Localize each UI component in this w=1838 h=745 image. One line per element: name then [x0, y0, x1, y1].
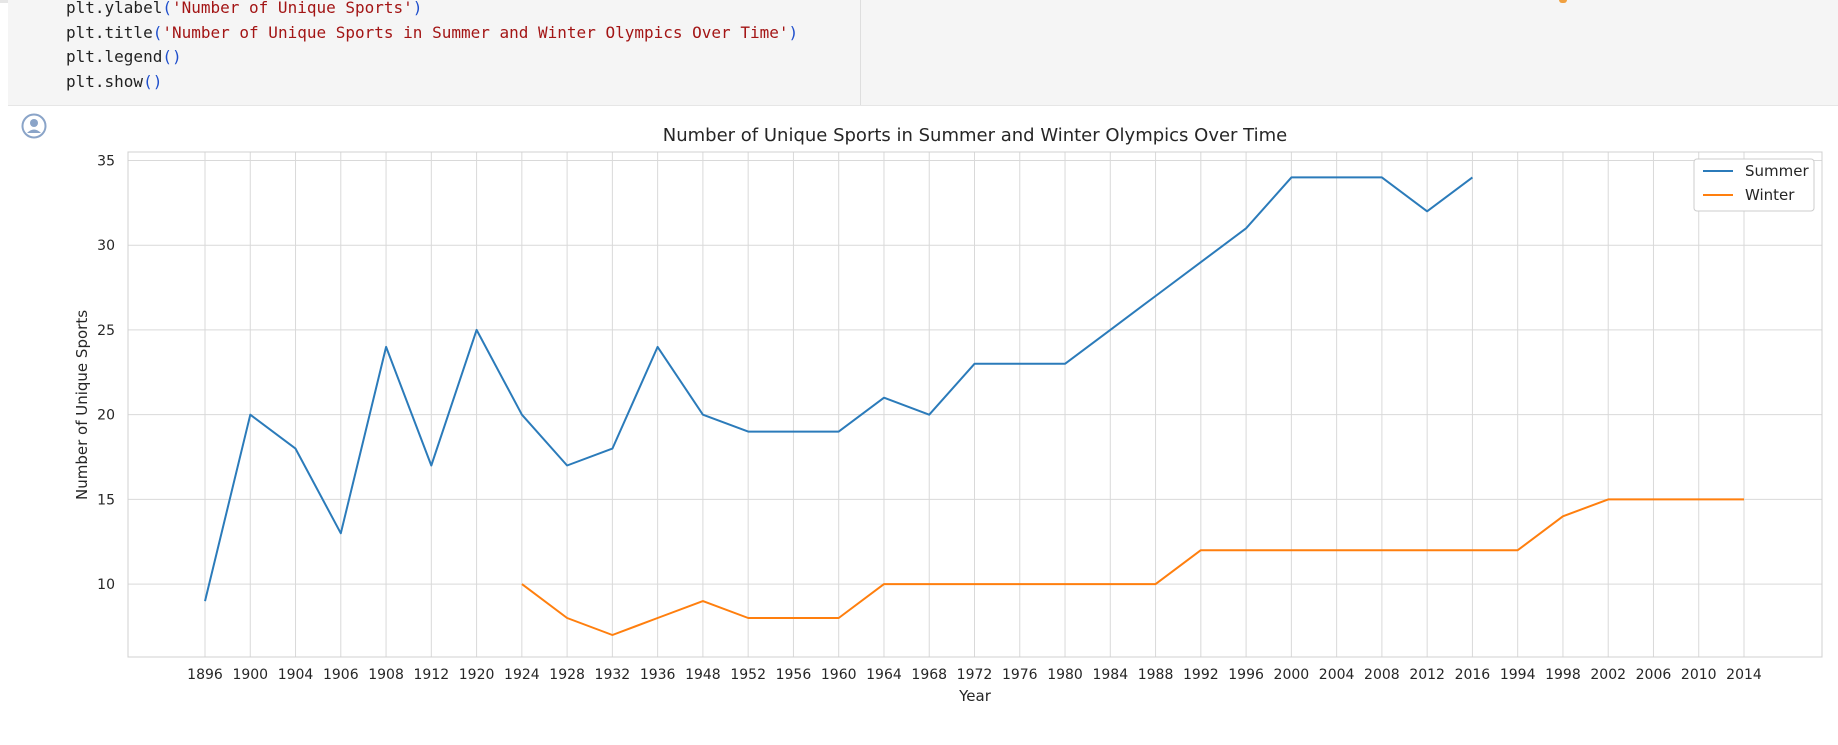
- legend-label-winter: Winter: [1745, 186, 1795, 204]
- y-tick-label: 30: [97, 238, 115, 254]
- code-line: plt.ylabel('Number of Unique Sports'): [66, 0, 798, 21]
- code-editor[interactable]: plt.ylabel('Number of Unique Sports') plt…: [66, 0, 798, 94]
- plot-frame: [127, 151, 1823, 658]
- line-chart: 10 15 20 25 30 35 1896 1900 1904 1906 1908 1912 1920…: [73, 125, 1823, 705]
- x-tick-label: 1980: [1047, 667, 1083, 683]
- code-token: (: [152, 22, 163, 42]
- status-indicator: [1559, 0, 1567, 3]
- legend: Summer Winter: [1693, 158, 1815, 212]
- x-tick-label: 1956: [776, 667, 812, 683]
- x-tick-label: 1994: [1500, 667, 1536, 683]
- code-token: ): [412, 0, 423, 17]
- x-tick-label: 1948: [685, 667, 721, 683]
- x-tick-label: 1904: [278, 667, 314, 683]
- code-token: 'Number of Unique Sports': [171, 0, 413, 17]
- code-line: plt.show(): [66, 70, 798, 95]
- legend-label-summer: Summer: [1745, 162, 1809, 180]
- y-tick-label: 35: [97, 153, 115, 169]
- x-tick-label: 2000: [1274, 667, 1310, 683]
- x-tick-label: 1964: [866, 667, 902, 683]
- x-tick-label: 1952: [730, 667, 766, 683]
- series-line-winter: [521, 498, 1744, 636]
- x-tick-label: 1924: [504, 667, 540, 683]
- code-token: ): [788, 22, 799, 42]
- x-tick-label: 1900: [232, 667, 268, 683]
- x-tick-label: 1932: [595, 667, 631, 683]
- x-tick-label: 2010: [1681, 667, 1717, 683]
- x-tick-label: 2002: [1590, 667, 1626, 683]
- x-tick-label: 2004: [1319, 667, 1355, 683]
- y-tick-label: 10: [97, 577, 115, 593]
- y-tick-label: 20: [97, 408, 115, 424]
- x-tick-label: 1976: [1002, 667, 1038, 683]
- x-tick-label: 1996: [1228, 667, 1264, 683]
- x-tick-label: 2006: [1636, 667, 1672, 683]
- code-token: plt.ylabel: [66, 0, 163, 17]
- x-tick-label: 2014: [1726, 667, 1762, 683]
- user-circle-icon: [21, 113, 47, 139]
- x-tick-label: 1928: [549, 667, 585, 683]
- y-axis-label: Number of Unique Sports: [73, 310, 91, 500]
- x-tick-label: 1968: [911, 667, 947, 683]
- x-tick-label: 1936: [640, 667, 676, 683]
- x-tick-label: 2008: [1364, 667, 1400, 683]
- code-line: plt.legend(): [66, 45, 798, 70]
- x-tick-label: 1998: [1545, 667, 1581, 683]
- y-tick-label: 15: [97, 492, 115, 508]
- x-tick-label: 1960: [821, 667, 857, 683]
- y-tick-label: 25: [97, 323, 115, 339]
- code-line: plt.title('Number of Unique Sports in Su…: [66, 21, 798, 46]
- x-tick-label: 1912: [414, 667, 450, 683]
- x-tick-label: 1908: [368, 667, 404, 683]
- code-token: (: [162, 0, 172, 17]
- series-line-summer: [204, 176, 1473, 602]
- x-tick-label: 2016: [1455, 667, 1491, 683]
- x-tick-label: 2012: [1409, 667, 1445, 683]
- x-tick-label: 1988: [1138, 667, 1174, 683]
- code-token: 'Number of Unique Sports in Summer and W…: [162, 22, 789, 42]
- x-axis-label: Year: [958, 687, 992, 705]
- code-token: (): [143, 71, 163, 91]
- x-tick-label: 1920: [459, 667, 495, 683]
- x-tick-label: 1906: [323, 667, 359, 683]
- x-tick-label: 1984: [1092, 667, 1128, 683]
- code-token: plt.show: [66, 71, 144, 91]
- x-tick-label: 1972: [957, 667, 993, 683]
- code-token: plt.title: [66, 22, 153, 42]
- code-token: plt.legend: [66, 47, 163, 66]
- chart-title: Number of Unique Sports in Summer and Wi…: [663, 125, 1287, 146]
- code-cell[interactable]: plt.ylabel('Number of Unique Sports') plt…: [8, 0, 1838, 106]
- code-token: (): [162, 47, 182, 66]
- x-tick-label: 1992: [1183, 667, 1219, 683]
- x-tick-label: 1896: [187, 667, 223, 683]
- code-cell-divider: [860, 0, 861, 105]
